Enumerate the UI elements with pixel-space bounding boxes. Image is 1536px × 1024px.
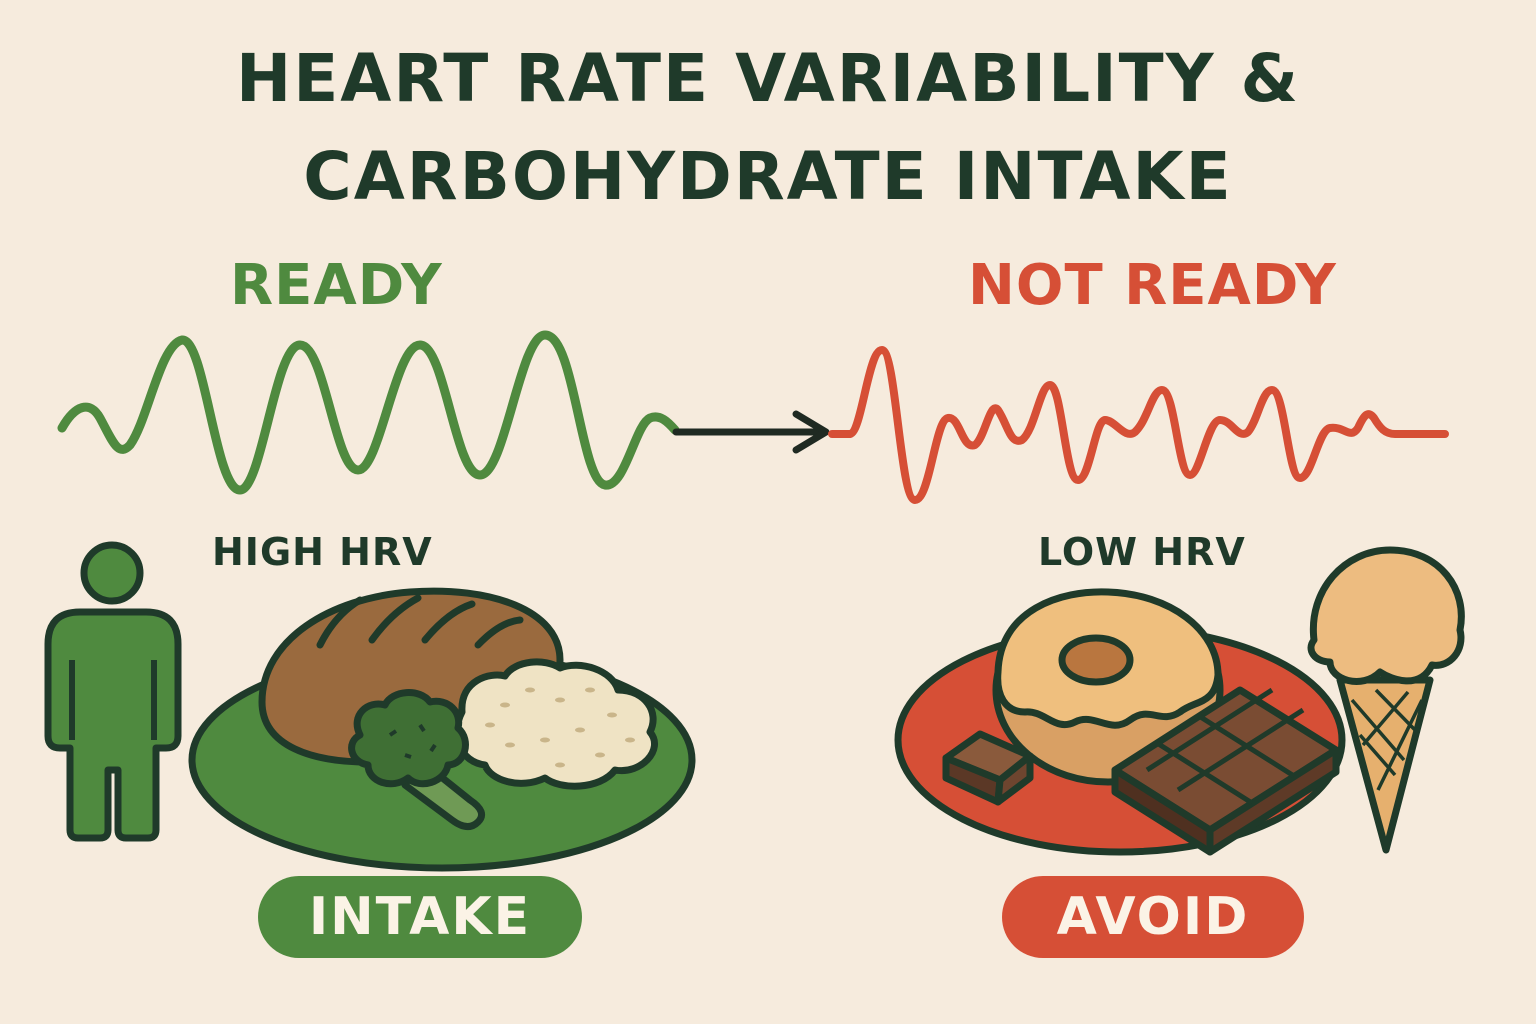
donut-icon bbox=[992, 588, 1224, 786]
chocolate-bar-icon bbox=[1111, 686, 1340, 856]
person-icon bbox=[44, 541, 182, 842]
not-ready-label: NOT READY bbox=[968, 253, 1337, 318]
low-hrv-wave bbox=[828, 346, 1449, 504]
rice-icon bbox=[453, 658, 658, 790]
intake-badge: INTAKE bbox=[258, 876, 582, 958]
low-hrv-label: LOW HRV bbox=[1038, 530, 1246, 574]
title-line-2: CARBOHYDRATE INTAKE bbox=[303, 138, 1233, 215]
ice-cream-icon bbox=[1307, 546, 1465, 854]
broccoli-icon bbox=[348, 689, 486, 830]
high-hrv-label: HIGH HRV bbox=[212, 530, 433, 574]
high-hrv-wave bbox=[57, 330, 680, 495]
arrow-icon bbox=[672, 410, 830, 454]
avoid-badge: AVOID bbox=[1002, 876, 1304, 958]
chocolate-piece-icon bbox=[942, 730, 1034, 806]
ready-label: READY bbox=[230, 253, 443, 318]
title-line-1: HEART RATE VARIABILITY & bbox=[235, 40, 1301, 117]
